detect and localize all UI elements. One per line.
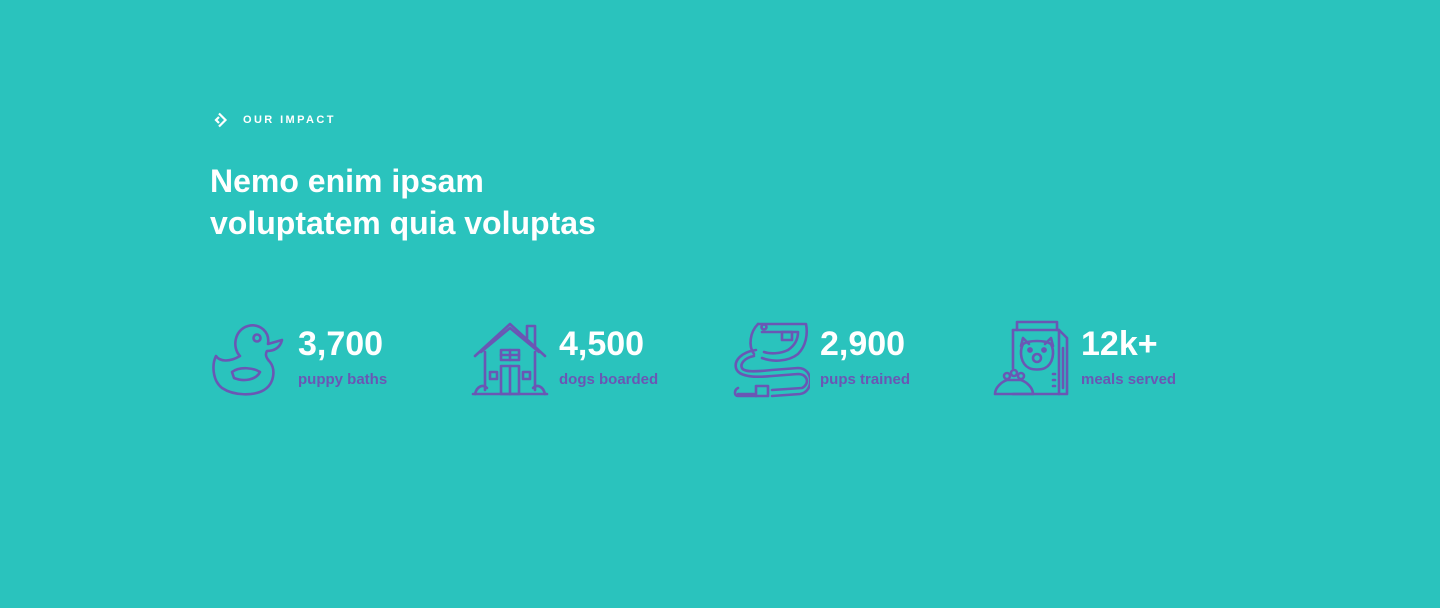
stat-value: 2,900 bbox=[820, 325, 906, 363]
stat-meals-served: 12k+ meals served bbox=[993, 318, 1254, 400]
stat-caption: dogs boarded bbox=[559, 371, 659, 388]
diamond-arrow-icon bbox=[212, 112, 228, 128]
rubber-duck-icon bbox=[210, 318, 288, 398]
stat-value: 4,500 bbox=[559, 325, 645, 363]
dog-food-icon bbox=[993, 318, 1071, 398]
collar-leash-icon bbox=[732, 318, 810, 398]
heading-line-2: voluptatem quia voluptas bbox=[210, 205, 596, 241]
heading-line-1: Nemo enim ipsam bbox=[210, 163, 484, 199]
impact-section: OUR IMPACT Nemo enim ipsam voluptatem qu… bbox=[210, 0, 1230, 608]
eyebrow: OUR IMPACT bbox=[210, 110, 336, 130]
stat-value: 3,700 bbox=[298, 325, 384, 363]
dog-house-icon bbox=[471, 318, 549, 398]
stat-caption: meals served bbox=[1081, 371, 1177, 388]
stat-puppy-baths: 3,700 puppy baths bbox=[210, 318, 471, 400]
stat-value: 12k+ bbox=[1081, 325, 1158, 363]
stats-row: 3,700 puppy baths bbox=[210, 318, 1254, 400]
eyebrow-label: OUR IMPACT bbox=[243, 114, 336, 126]
stat-caption: pups trained bbox=[820, 371, 911, 388]
section-heading: Nemo enim ipsam voluptatem quia voluptas bbox=[210, 160, 850, 244]
stat-caption: puppy baths bbox=[298, 371, 388, 388]
stat-pups-trained: 2,900 pups trained bbox=[732, 318, 993, 400]
stat-dogs-boarded: 4,500 dogs boarded bbox=[471, 318, 732, 400]
